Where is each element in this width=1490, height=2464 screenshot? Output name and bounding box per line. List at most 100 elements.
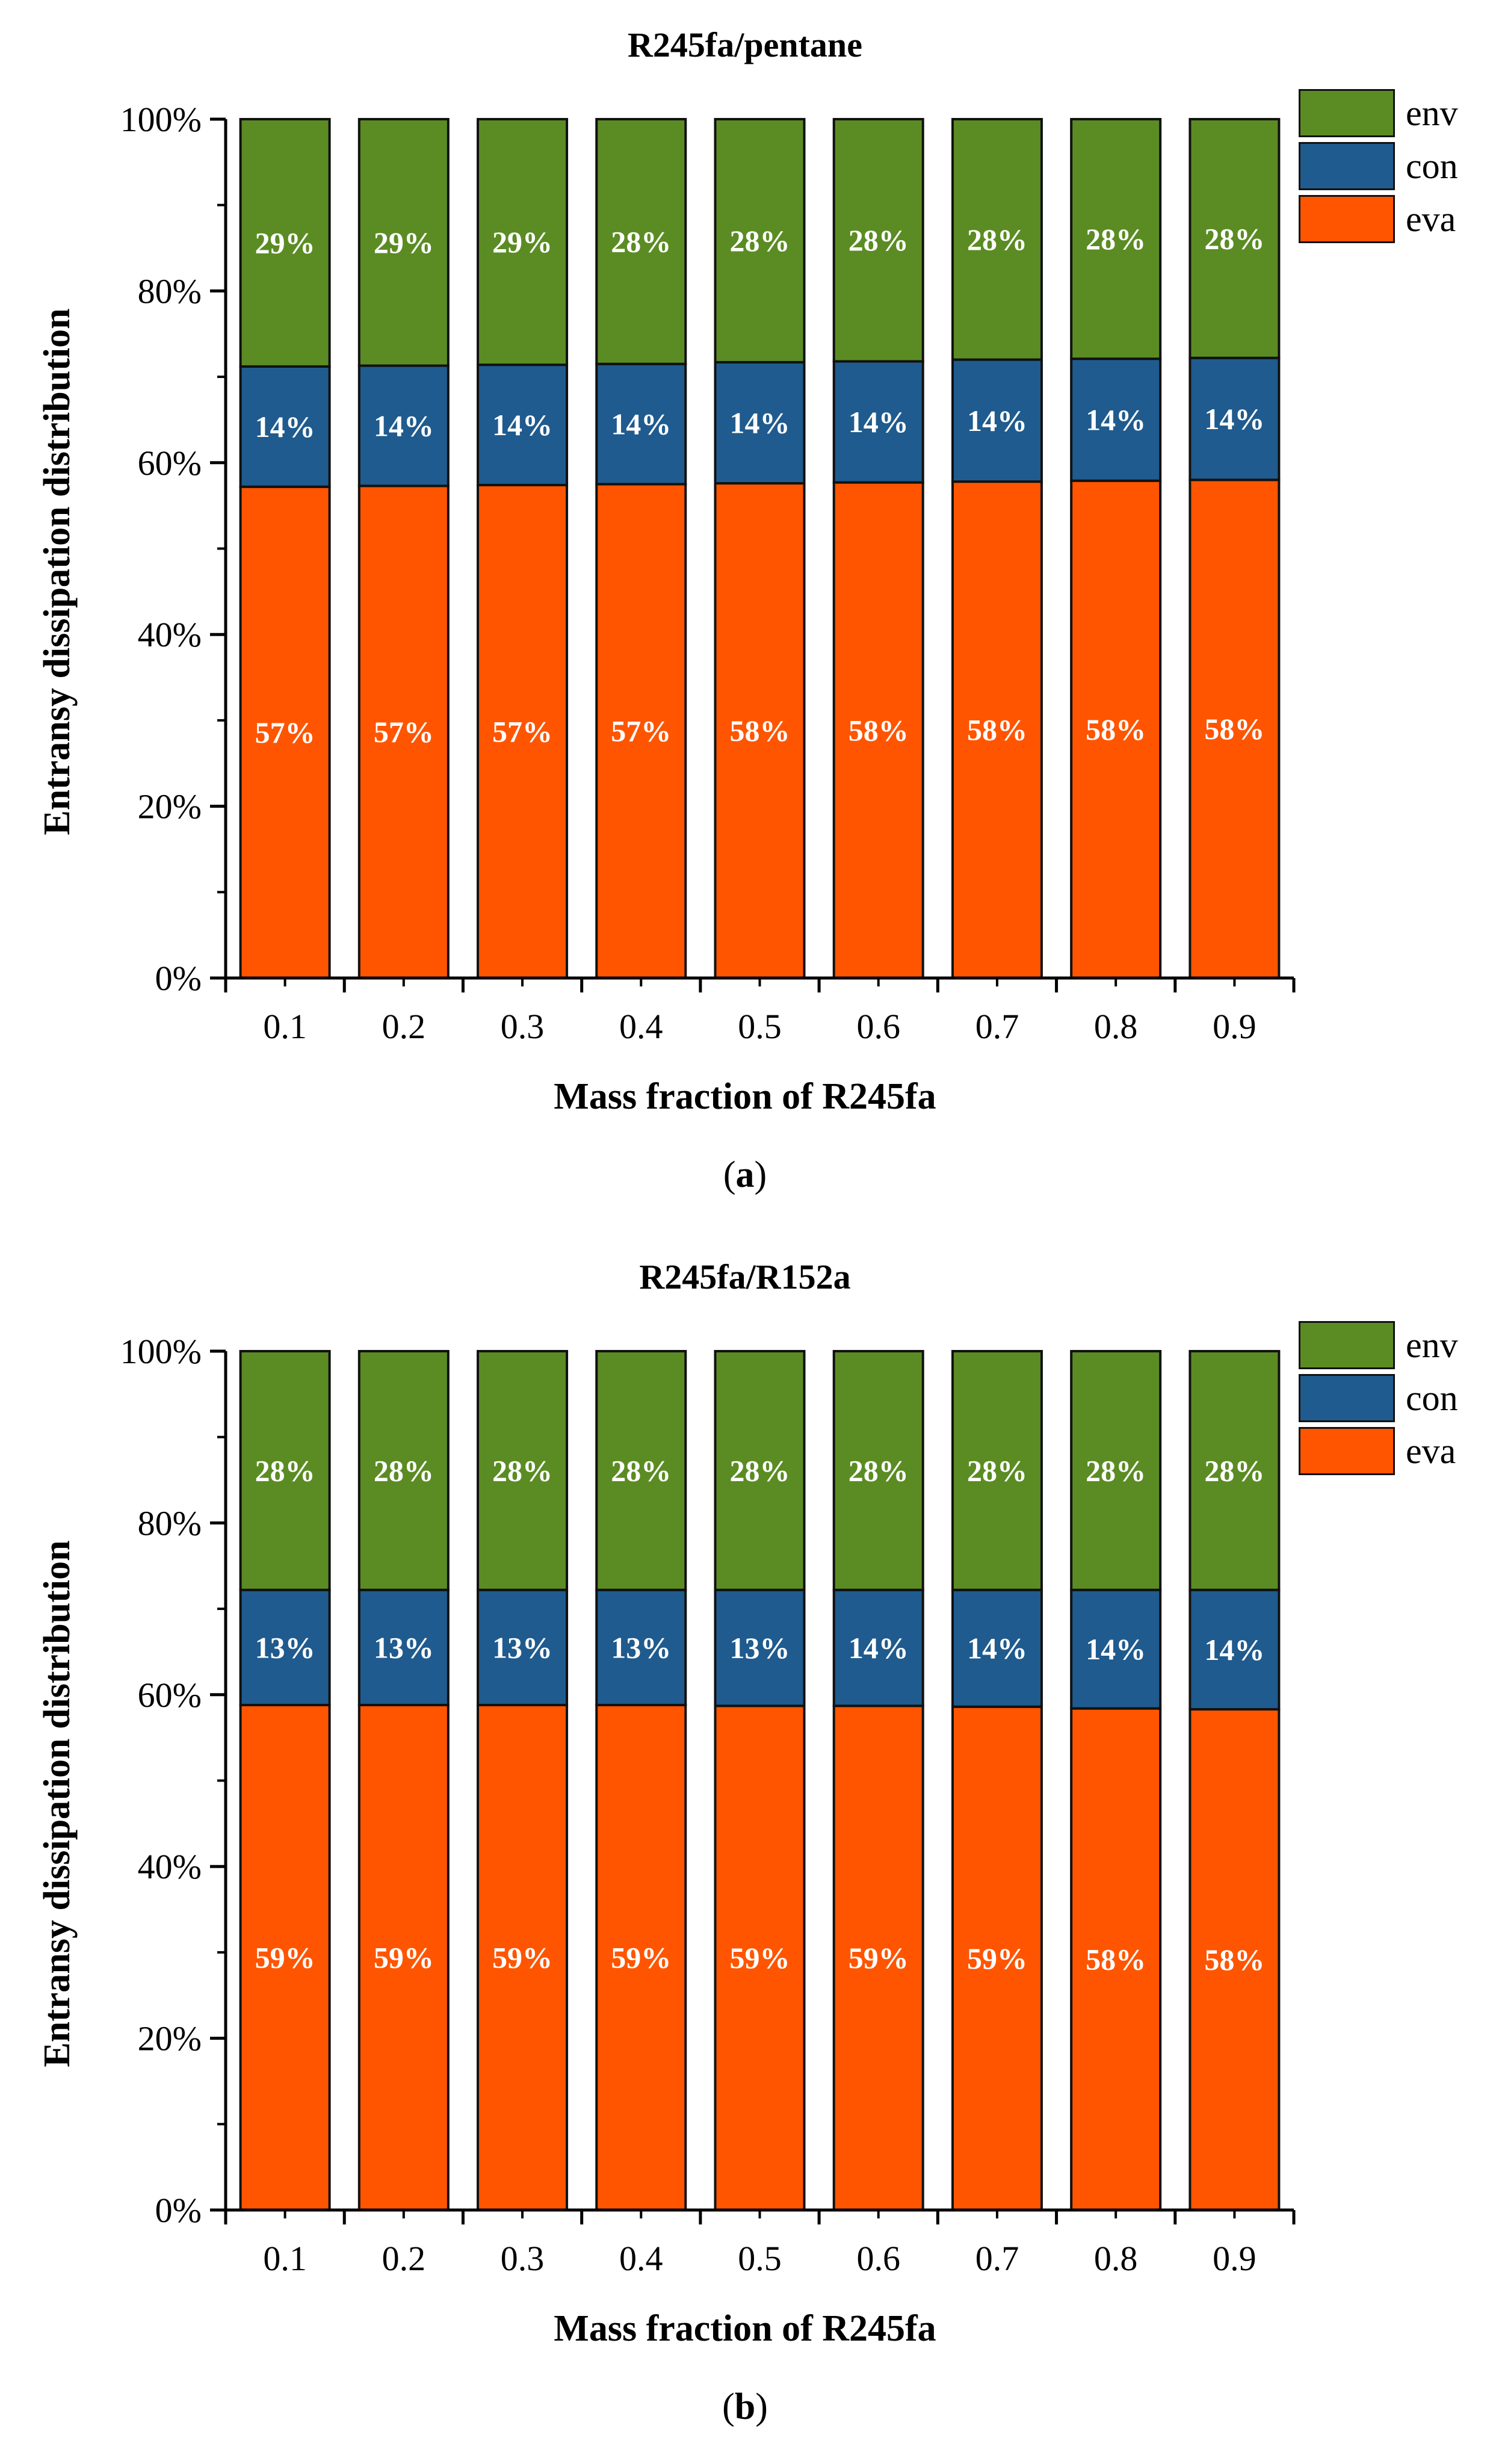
data-label-env: 28% <box>849 223 909 257</box>
data-label-env: 28% <box>1204 1453 1264 1487</box>
bar-segment-con <box>951 1588 1043 1708</box>
data-label-eva: 58% <box>967 713 1027 747</box>
x-tick-label: 0.6 <box>856 1007 900 1046</box>
data-label-con: 13% <box>492 1630 552 1664</box>
bar-segment-con <box>357 1588 450 1706</box>
bar-segment-env <box>595 118 687 365</box>
data-label-con: 13% <box>611 1630 671 1664</box>
x-tick-label: 0.8 <box>1094 1007 1138 1046</box>
data-label-env: 28% <box>255 1453 315 1487</box>
bar-segment-env <box>1070 118 1162 361</box>
data-label-env: 28% <box>849 1453 909 1487</box>
y-tick-label: 100% <box>120 1332 202 1371</box>
bar-segment-eva <box>1189 478 1281 979</box>
legend-item-env: env <box>1299 1321 1490 1372</box>
legend-label-eva: eva <box>1406 199 1456 239</box>
y-tick-label: 60% <box>138 1676 202 1715</box>
legend-label-con: con <box>1406 146 1458 186</box>
data-label-con: 14% <box>1204 1633 1264 1667</box>
data-label-eva: 58% <box>730 714 790 748</box>
y-tick-label: 20% <box>138 2019 202 2058</box>
data-label-env: 28% <box>1086 222 1146 256</box>
panel-caption-b: (b) <box>722 2386 768 2427</box>
legend-item-con: con <box>1299 142 1490 193</box>
y-tick-label: 0% <box>155 2191 202 2230</box>
data-label-env: 28% <box>967 1453 1027 1487</box>
chart-panel-a: 57% 14% 29% 57% 14% 29% 57% 14% 29% 57% 14% 28% 58% 1… <box>37 25 1490 1195</box>
bar-segment-env <box>357 1350 450 1591</box>
bar-segment-con <box>1070 1588 1162 1710</box>
data-label-con: 14% <box>374 409 434 442</box>
data-label-env: 28% <box>1086 1453 1146 1487</box>
bar-segment-env <box>1189 1350 1281 1591</box>
legend-label-env: env <box>1406 93 1458 133</box>
data-label-eva: 59% <box>967 1942 1027 1975</box>
bar-segment-eva <box>832 481 924 979</box>
bar-segment-con <box>239 365 331 488</box>
panel-letter-a: a <box>735 1154 755 1195</box>
y-tick-label: 40% <box>138 1847 202 1886</box>
chart-panel-b: 59% 13% 28% 59% 13% 28% 59% 13% 28% 59% 13% 28% 59% 1… <box>0 1232 1490 2464</box>
bar-segment-eva <box>595 1703 687 2211</box>
legend-label-con: con <box>1406 1378 1458 1418</box>
bar-segment-con <box>951 358 1043 483</box>
bar-segment-env <box>357 118 450 367</box>
y-tick-label: 40% <box>138 615 202 654</box>
bar-segment-eva <box>357 1703 450 2211</box>
data-label-eva: 58% <box>1204 712 1264 746</box>
data-label-env: 28% <box>374 1453 434 1487</box>
bar-segment-con <box>1070 358 1162 482</box>
data-label-con: 13% <box>374 1630 434 1664</box>
bar-segment-env <box>714 118 806 364</box>
y-tick-label: 60% <box>138 444 202 483</box>
chart-plot-b: 59% 13% 28% 59% 13% 28% 59% 13% 28% 59% 13% 28% 59% 1… <box>120 1332 1296 2278</box>
x-tick-label: 0.6 <box>856 2239 900 2278</box>
data-label-env: 28% <box>730 1453 790 1487</box>
legend-swatch-env <box>1299 1321 1395 1369</box>
bar-segment-eva <box>1070 1707 1162 2211</box>
x-tick-label: 0.9 <box>1213 2239 1257 2278</box>
data-label-env: 29% <box>255 226 315 259</box>
legend-swatch-env <box>1299 89 1395 137</box>
bar-segment-eva <box>595 483 687 979</box>
x-tick-label: 0.2 <box>382 1007 426 1046</box>
legend-swatch-eva <box>1299 195 1395 243</box>
y-tick-label: 20% <box>138 787 202 826</box>
panel-letter-b: b <box>734 2386 756 2427</box>
bar-segment-env <box>239 1350 331 1591</box>
bar-segment-con <box>595 1588 687 1706</box>
legend-swatch-con <box>1299 142 1395 190</box>
data-label-eva: 58% <box>1086 713 1146 746</box>
legend-item-eva: eva <box>1299 195 1490 246</box>
x-tick-label: 0.5 <box>738 2239 782 2278</box>
bar-segment-env <box>477 118 569 367</box>
panel-caption-a: (a) <box>723 1154 767 1195</box>
data-label-con: 14% <box>730 406 790 439</box>
x-tick-label: 0.9 <box>1213 1007 1257 1046</box>
legend-label-env: env <box>1406 1325 1458 1365</box>
bar-segment-env <box>1189 118 1281 359</box>
x-tick-label: 0.8 <box>1094 2239 1138 2278</box>
x-tick-label: 0.3 <box>501 2239 545 2278</box>
legend-swatch-eva <box>1299 1427 1395 1475</box>
y-tick-label: 100% <box>120 100 202 139</box>
bar-segment-eva <box>357 484 450 979</box>
data-label-con: 14% <box>1086 1632 1146 1666</box>
y-axis-title-a: Entransy dissipation distribution <box>37 308 78 835</box>
data-label-eva: 59% <box>255 1940 315 1974</box>
legend-swatch-con <box>1299 1374 1395 1422</box>
data-label-env: 28% <box>967 223 1027 256</box>
data-label-env: 28% <box>730 224 790 258</box>
chart-title-b: R245fa/R152a <box>639 1257 851 1296</box>
bar-segment-eva <box>239 1703 331 2211</box>
bar-segment-env <box>477 1350 569 1591</box>
bar-segment-con <box>595 362 687 486</box>
data-label-con: 14% <box>255 410 315 444</box>
x-axis-title-a: Mass fraction of R245fa <box>554 1076 936 1117</box>
x-tick-label: 0.1 <box>263 2239 307 2278</box>
data-label-eva: 59% <box>730 1941 790 1975</box>
x-tick-label: 0.4 <box>619 1007 663 1046</box>
data-label-eva: 57% <box>611 714 671 748</box>
data-label-con: 14% <box>967 1632 1027 1665</box>
bar-segment-env <box>951 1350 1043 1591</box>
